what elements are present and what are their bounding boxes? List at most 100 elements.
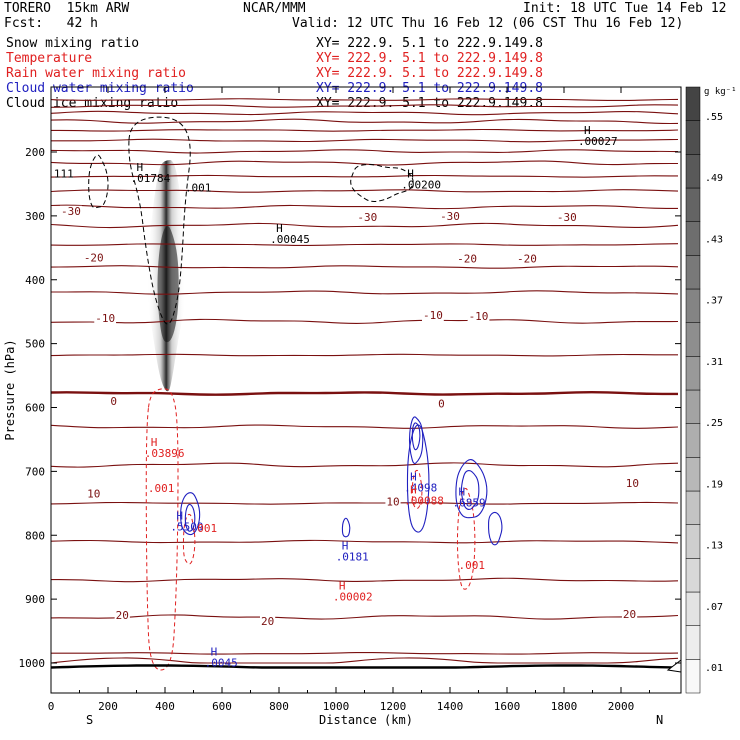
isotherm-label: -30 xyxy=(357,211,377,224)
extremum-value: .5509 xyxy=(170,520,203,533)
legend-xy: XY= 222.9. 5.1 to 222.9.149.8 xyxy=(316,51,543,66)
x-tick-label: 200 xyxy=(98,700,118,713)
extremum-value: .6859 xyxy=(453,497,486,510)
isotherm-line xyxy=(51,110,679,116)
extremum-marker: H.4098 xyxy=(404,470,437,494)
colorbar-swatch xyxy=(685,187,701,222)
contour-value-label: .001 xyxy=(459,559,486,572)
legend-xy: XY= 222.9. 5.1 to 222.9.149.8 xyxy=(316,81,543,96)
isotherm-label-bg xyxy=(385,496,401,509)
colorbar-swatch xyxy=(685,356,701,391)
extremum-h: H xyxy=(211,645,218,658)
colorbar-label: .19 xyxy=(705,479,723,490)
isotherm-line xyxy=(51,353,678,357)
colorbar-swatch xyxy=(685,120,701,155)
isotherm-line xyxy=(51,501,679,505)
cloud-water-small xyxy=(341,517,351,538)
colorbar-swatch xyxy=(685,221,701,256)
isotherm-label: -10 xyxy=(469,310,489,323)
isotherm-label-bg xyxy=(109,396,118,409)
contour-value-label: .001 xyxy=(185,182,212,195)
isotherm-line xyxy=(51,160,678,166)
extremum-value: .0045 xyxy=(205,656,238,669)
isotherm-line xyxy=(51,138,679,143)
extremum-h: H xyxy=(342,539,349,552)
colorbar-swatch xyxy=(685,625,701,660)
isotherm-label: -30 xyxy=(557,211,577,224)
isotherm-label: 10 xyxy=(87,488,100,501)
isotherm-label-bg xyxy=(356,212,379,225)
x-tick-label: 1800 xyxy=(551,700,578,713)
x-tick-label: 1600 xyxy=(494,700,521,713)
colorbar-label: .07 xyxy=(705,602,723,613)
cloud-water-center-core xyxy=(411,422,421,451)
legend-xy: XY= 222.9. 5.1 to 222.9.149.8 xyxy=(316,96,543,111)
extremum-value: .0181 xyxy=(336,550,369,563)
isotherm-line xyxy=(51,222,679,229)
model-title: TORERO 15km ARW xyxy=(4,1,130,16)
legend-row: Snow mixing ratio XY= 222.9. 5.1 to 222.9… xyxy=(6,36,543,51)
x-tick-label: 600 xyxy=(212,700,232,713)
extremum-value: .03896 xyxy=(145,447,185,460)
cloud-water-center-inner xyxy=(408,416,424,465)
isotherm-line xyxy=(51,652,679,655)
colorbar-swatch xyxy=(685,154,701,189)
colorbar-label: .31 xyxy=(705,357,723,368)
y-tick-label: 900 xyxy=(25,593,45,606)
colorbar-label: .49 xyxy=(705,173,723,184)
isotherm-label: -10 xyxy=(423,309,443,322)
legend-row: Rain water mixing ratio XY= 222.9. 5.1 to… xyxy=(6,66,543,81)
isotherm-line xyxy=(51,174,678,178)
x-tick-label: 1000 xyxy=(323,700,350,713)
snow-contours xyxy=(88,116,414,325)
isotherm-label: 10 xyxy=(386,495,399,508)
extremum-marker: H.01784 xyxy=(131,161,171,185)
isotherm-label-bg xyxy=(94,313,117,326)
rain-contour-center xyxy=(411,469,423,509)
isotherm-label: -30 xyxy=(440,210,460,223)
x-tick-label: 1200 xyxy=(380,700,407,713)
isotherm-line xyxy=(51,128,679,132)
isotherm-label-bg xyxy=(86,488,102,501)
isotherm-label-bg xyxy=(624,477,640,490)
south-label: S xyxy=(86,713,93,727)
colorbar-swatch xyxy=(685,457,701,492)
cloud-water-east-outer xyxy=(455,459,488,519)
extremum-marker: H.0181 xyxy=(336,539,369,563)
extremum-marker: H.0045 xyxy=(205,645,238,669)
extremum-h: H xyxy=(584,124,591,137)
zero-isotherm xyxy=(51,390,678,396)
y-tick-label: 400 xyxy=(25,274,45,287)
isotherm-label-bg xyxy=(437,398,446,411)
isotherm-label: 0 xyxy=(438,398,445,411)
colorbar-label: .55 xyxy=(705,112,723,123)
init-time: Init: 18 UTC Tue 14 Feb 12 xyxy=(523,1,727,16)
isotherm-label: 10 xyxy=(626,477,639,490)
isotherm-label-bg xyxy=(621,608,638,621)
extremum-marker: H.00002 xyxy=(333,580,373,604)
colorbar-swatch xyxy=(685,490,701,525)
axes: 0 200 400 600 800 1000 1200 1400 1600 1800 2000200… xyxy=(3,87,681,727)
extremum-h: H xyxy=(137,161,144,174)
extremum-h: H xyxy=(151,436,158,449)
colorbar-swatch xyxy=(685,255,701,290)
isotherm-label-bg xyxy=(467,311,490,324)
isotherm-label-bg xyxy=(422,309,444,322)
x-tick-label: 400 xyxy=(155,700,175,713)
extremum-h: H xyxy=(410,484,417,497)
isotherm-label: 0 xyxy=(110,395,117,408)
isotherm-label-bg xyxy=(82,252,105,265)
contour-value-label: .001 xyxy=(148,482,175,495)
extremum-h: H xyxy=(407,168,414,181)
colorbar-label: .43 xyxy=(705,234,723,245)
legend: Snow mixing ratio XY= 222.9. 5.1 to 222.9… xyxy=(6,36,543,111)
y-tick-label: 700 xyxy=(25,465,45,478)
legend-row: Temperature XY= 222.9. 5.1 to 222.9.149.8 xyxy=(6,51,543,66)
isotherm-label: -20 xyxy=(517,253,537,266)
isotherm-label-bg xyxy=(114,610,130,623)
extremum-value: .00088 xyxy=(404,495,444,508)
y-tick-label: 200 xyxy=(25,146,45,159)
isotherm-label: 20 xyxy=(116,609,129,622)
extremum-h: H xyxy=(276,222,283,235)
